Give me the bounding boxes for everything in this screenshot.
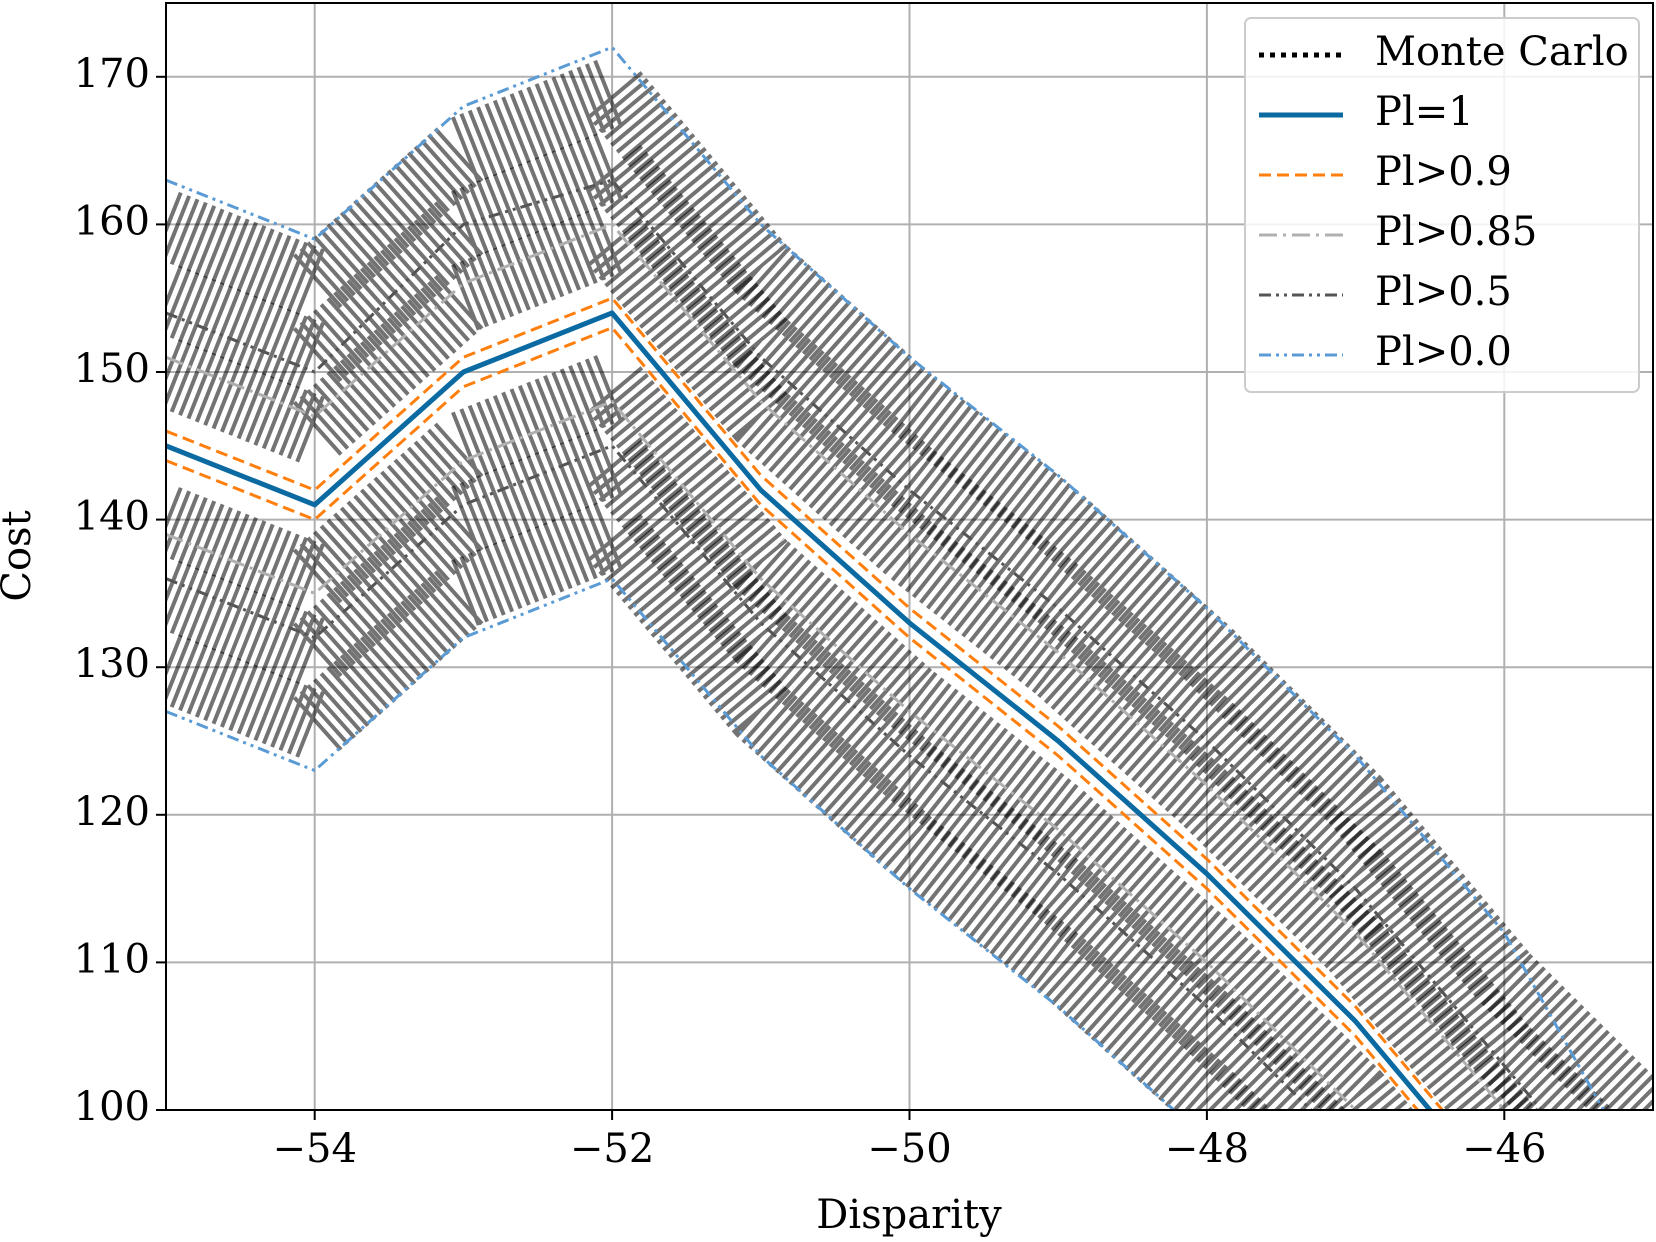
- legend-label: Pl>0.9: [1375, 149, 1512, 195]
- band-lower-line: [166, 326, 1420, 1110]
- band-upper-line: [166, 45, 1606, 1110]
- ticks: −54 −52 −50 −48 −46 100 110 120 130 140 150 160 170: [74, 51, 1547, 1172]
- band-lower-line: [166, 400, 1358, 1110]
- x-tick-label: −50: [867, 1126, 951, 1172]
- x-axis-label: Disparity: [816, 1192, 1002, 1238]
- legend: Monte Carlo Pl=1 Pl>0.9 Pl>0.85 Pl>0.5 Pl>0.0: [1244, 17, 1640, 393]
- x-tick-label: −48: [1165, 1126, 1249, 1172]
- y-tick-label: 100: [74, 1084, 150, 1130]
- x-tick-label: −46: [1462, 1126, 1546, 1172]
- band-upper-line: [166, 222, 1507, 1110]
- y-tick-label: 130: [74, 641, 150, 687]
- y-axis-label: Cost: [0, 510, 40, 601]
- band-upper-line: [166, 178, 1544, 1110]
- y-tick-label: 120: [74, 789, 150, 835]
- legend-box: [1244, 17, 1640, 393]
- legend-label: Pl>0.85: [1375, 209, 1537, 255]
- x-tick-label: −52: [570, 1126, 654, 1172]
- plot-area: [166, 45, 1653, 1110]
- band-lower-line: [166, 444, 1314, 1110]
- legend-label: Pl>0.0: [1375, 329, 1512, 375]
- legend-label: Pl>0.5: [1375, 269, 1512, 315]
- legend-label: Monte Carlo: [1375, 29, 1629, 75]
- legend-label: Pl=1: [1375, 89, 1474, 135]
- y-tick-label: 170: [74, 51, 150, 97]
- y-tick-label: 140: [74, 494, 150, 540]
- band-lower-line: [166, 577, 1177, 1110]
- line: [166, 310, 1434, 1110]
- x-tick-label: −54: [272, 1126, 356, 1172]
- y-tick-label: 160: [74, 198, 150, 244]
- band-upper-line: [166, 296, 1445, 1110]
- y-tick-label: 110: [74, 936, 150, 982]
- y-tick-label: 150: [74, 346, 150, 392]
